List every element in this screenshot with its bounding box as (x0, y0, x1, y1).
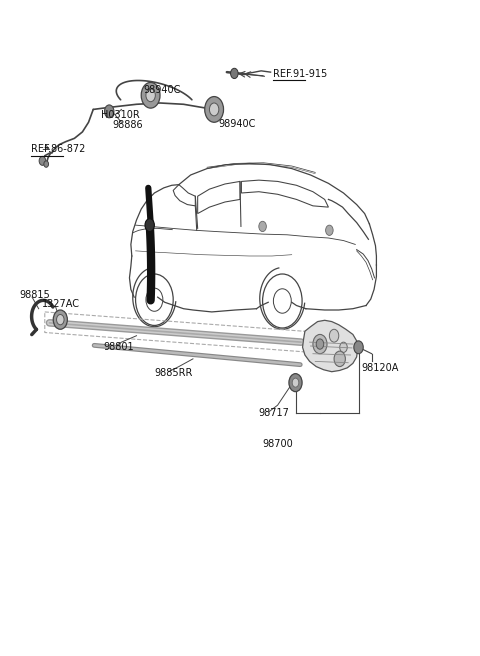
Text: 98940C: 98940C (219, 119, 256, 129)
Text: 98801: 98801 (104, 342, 134, 352)
Circle shape (354, 341, 363, 354)
Polygon shape (302, 320, 358, 372)
Text: 98815: 98815 (19, 289, 49, 300)
Circle shape (334, 351, 346, 367)
Text: REF.86-872: REF.86-872 (31, 144, 85, 154)
Text: H0310R: H0310R (101, 110, 140, 119)
Circle shape (316, 339, 324, 349)
Text: REF.91-915: REF.91-915 (273, 69, 327, 79)
Circle shape (105, 105, 114, 118)
Text: 98717: 98717 (258, 408, 289, 418)
Circle shape (230, 68, 238, 79)
Text: 98120A: 98120A (361, 363, 399, 373)
Circle shape (205, 96, 224, 122)
Circle shape (289, 374, 302, 392)
Text: 98700: 98700 (263, 439, 293, 449)
Text: 9885RR: 9885RR (155, 368, 193, 378)
Circle shape (340, 342, 347, 352)
Text: 98940C: 98940C (144, 85, 181, 95)
Circle shape (292, 378, 299, 387)
Circle shape (44, 161, 48, 167)
Circle shape (146, 89, 156, 102)
Circle shape (209, 103, 219, 116)
Circle shape (259, 221, 266, 232)
Circle shape (39, 156, 46, 165)
Text: 1327AC: 1327AC (42, 299, 81, 309)
Circle shape (329, 329, 339, 342)
Circle shape (325, 225, 333, 236)
Circle shape (57, 314, 64, 325)
Text: 98886: 98886 (112, 120, 143, 130)
Circle shape (313, 335, 327, 354)
Circle shape (53, 310, 67, 329)
Circle shape (145, 218, 155, 232)
Circle shape (141, 83, 160, 108)
